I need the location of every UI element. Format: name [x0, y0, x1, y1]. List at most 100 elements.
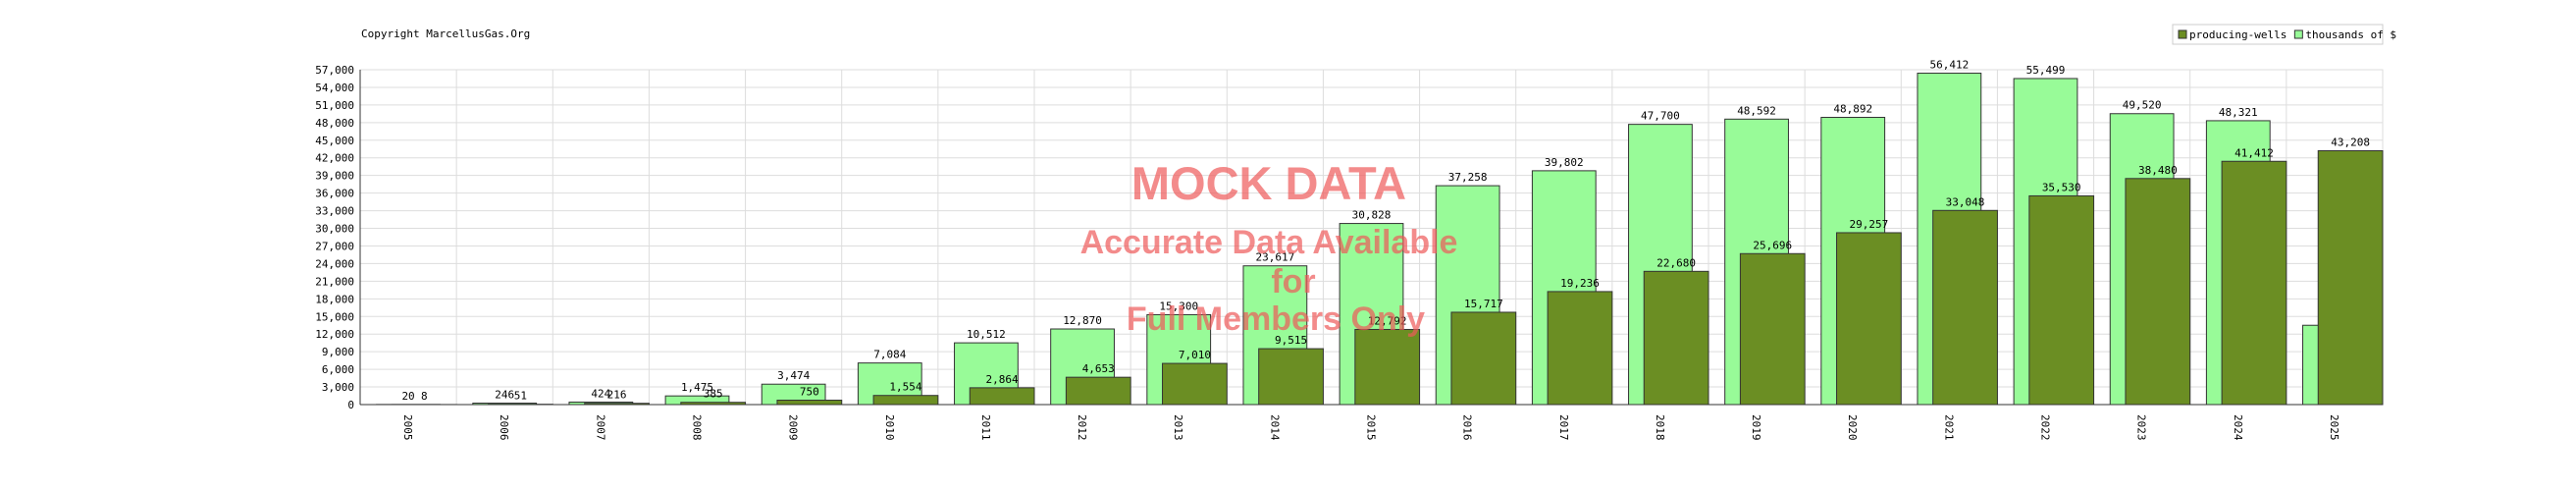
- bar: [1065, 376, 1131, 406]
- value-label: 750: [800, 386, 819, 399]
- y-tick-label: 18,000: [315, 293, 354, 305]
- bar: [1547, 291, 1613, 406]
- bar: [969, 387, 1035, 406]
- y-tick-label: 54,000: [315, 82, 354, 94]
- x-tick-label: 2020: [1846, 414, 1859, 441]
- value-label: 38,480: [2138, 164, 2178, 177]
- value-label: 2,864: [986, 373, 1019, 386]
- value-label: 9,515: [1275, 334, 1307, 347]
- y-tick-label: 33,000: [315, 205, 354, 218]
- x-tick-label: 2013: [1172, 414, 1184, 441]
- value-label: 55,499: [2026, 64, 2066, 77]
- value-label: 1,475: [681, 381, 713, 394]
- y-tick-label: 12,000: [315, 328, 354, 341]
- bar: [2125, 178, 2191, 406]
- value-label: 246: [495, 389, 514, 402]
- value-label: 47,700: [1641, 110, 1680, 123]
- y-tick-label: 9,000: [322, 346, 354, 358]
- value-label: 29,257: [1850, 218, 1889, 231]
- bar: [2028, 194, 2095, 406]
- bar: [1836, 232, 1902, 406]
- value-label: 385: [704, 388, 723, 401]
- y-tick-label: 6,000: [322, 363, 354, 376]
- x-tick-label: 2012: [1076, 414, 1088, 441]
- value-label: 12,870: [1063, 314, 1102, 327]
- x-tick-label: 2024: [2232, 414, 2244, 441]
- watermark: MOCK DATA: [1131, 157, 1406, 209]
- y-tick-label: 15,000: [315, 310, 354, 323]
- legend-box: [2172, 24, 2384, 45]
- x-tick-label: 2007: [594, 414, 606, 441]
- bar: [2221, 160, 2287, 406]
- legend-swatch: [2293, 29, 2303, 39]
- bar: [1450, 311, 1517, 406]
- value-label: 3,474: [777, 369, 810, 382]
- value-label: 7,084: [873, 349, 906, 361]
- value-label: 424: [591, 387, 610, 400]
- y-tick-label: 36,000: [315, 188, 354, 200]
- value-label: 12,792: [1368, 314, 1407, 327]
- value-label: 30,828: [1352, 209, 1392, 222]
- value-label: 15,717: [1464, 298, 1503, 310]
- value-label: 25,696: [1753, 239, 1792, 251]
- x-tick-label: 2008: [691, 414, 704, 441]
- value-label: 39,802: [1545, 156, 1584, 169]
- value-label: 35,530: [2042, 181, 2081, 193]
- bar: [776, 400, 843, 406]
- bar: [1739, 252, 1806, 406]
- y-tick-label: 42,000: [315, 152, 354, 165]
- value-label: 41,412: [2234, 146, 2274, 159]
- bar: [1162, 362, 1228, 406]
- y-tick-label: 51,000: [315, 99, 354, 112]
- legend-label: thousands of $: [2305, 28, 2396, 41]
- value-label: 43,208: [2331, 136, 2370, 149]
- y-tick-label: 0: [347, 399, 354, 411]
- x-tick-label: 2010: [883, 414, 896, 441]
- x-tick-label: 2017: [1557, 414, 1570, 441]
- x-tick-label: 2005: [401, 414, 414, 441]
- y-tick-label: 21,000: [315, 275, 354, 288]
- x-tick-label: 2009: [787, 414, 800, 441]
- value-label: 4,653: [1082, 362, 1115, 375]
- value-label: 10,512: [967, 328, 1006, 341]
- x-tick-label: 2011: [979, 414, 992, 441]
- bar: [1354, 328, 1421, 406]
- y-tick-label: 45,000: [315, 135, 354, 147]
- bar: [1932, 209, 1998, 406]
- legend-swatch: [2178, 29, 2187, 39]
- value-label: 56,412: [1929, 59, 1969, 72]
- x-tick-label: 2025: [2328, 414, 2340, 441]
- value-label: 23,617: [1255, 251, 1294, 264]
- y-tick-label: 27,000: [315, 240, 354, 252]
- x-tick-label: 2014: [1268, 414, 1281, 441]
- x-tick-label: 2019: [1750, 414, 1762, 441]
- x-tick-label: 2023: [2135, 414, 2148, 441]
- value-label: 48,592: [1737, 104, 1776, 117]
- value-label: 22,680: [1656, 256, 1696, 269]
- value-label: 33,048: [1946, 195, 1985, 208]
- legend-label: producing-wells: [2189, 28, 2287, 41]
- x-tick-label: 2016: [1461, 414, 1474, 441]
- x-tick-label: 2022: [2039, 414, 2052, 441]
- value-label: 1,554: [889, 381, 921, 394]
- x-tick-label: 2018: [1654, 414, 1666, 441]
- value-label: 48,321: [2219, 106, 2258, 119]
- watermark: for: [1271, 263, 1315, 300]
- value-label: 19,236: [1560, 277, 1600, 290]
- x-tick-label: 2015: [1365, 414, 1378, 441]
- value-label: 7,010: [1179, 349, 1211, 361]
- x-tick-label: 2006: [498, 414, 510, 441]
- value-label: 216: [607, 389, 627, 402]
- value-label: 48,892: [1833, 103, 1872, 116]
- value-label: 37,258: [1448, 171, 1488, 184]
- value-label: 51: [514, 390, 527, 403]
- y-tick-label: 3,000: [322, 381, 354, 394]
- y-tick-label: 30,000: [315, 223, 354, 236]
- copyright: Copyright MarcellusGas.Org: [361, 27, 530, 40]
- x-tick-label: 2021: [1942, 414, 1955, 441]
- y-tick-label: 48,000: [315, 117, 354, 130]
- bar: [2317, 150, 2384, 406]
- y-tick-label: 57,000: [315, 64, 354, 77]
